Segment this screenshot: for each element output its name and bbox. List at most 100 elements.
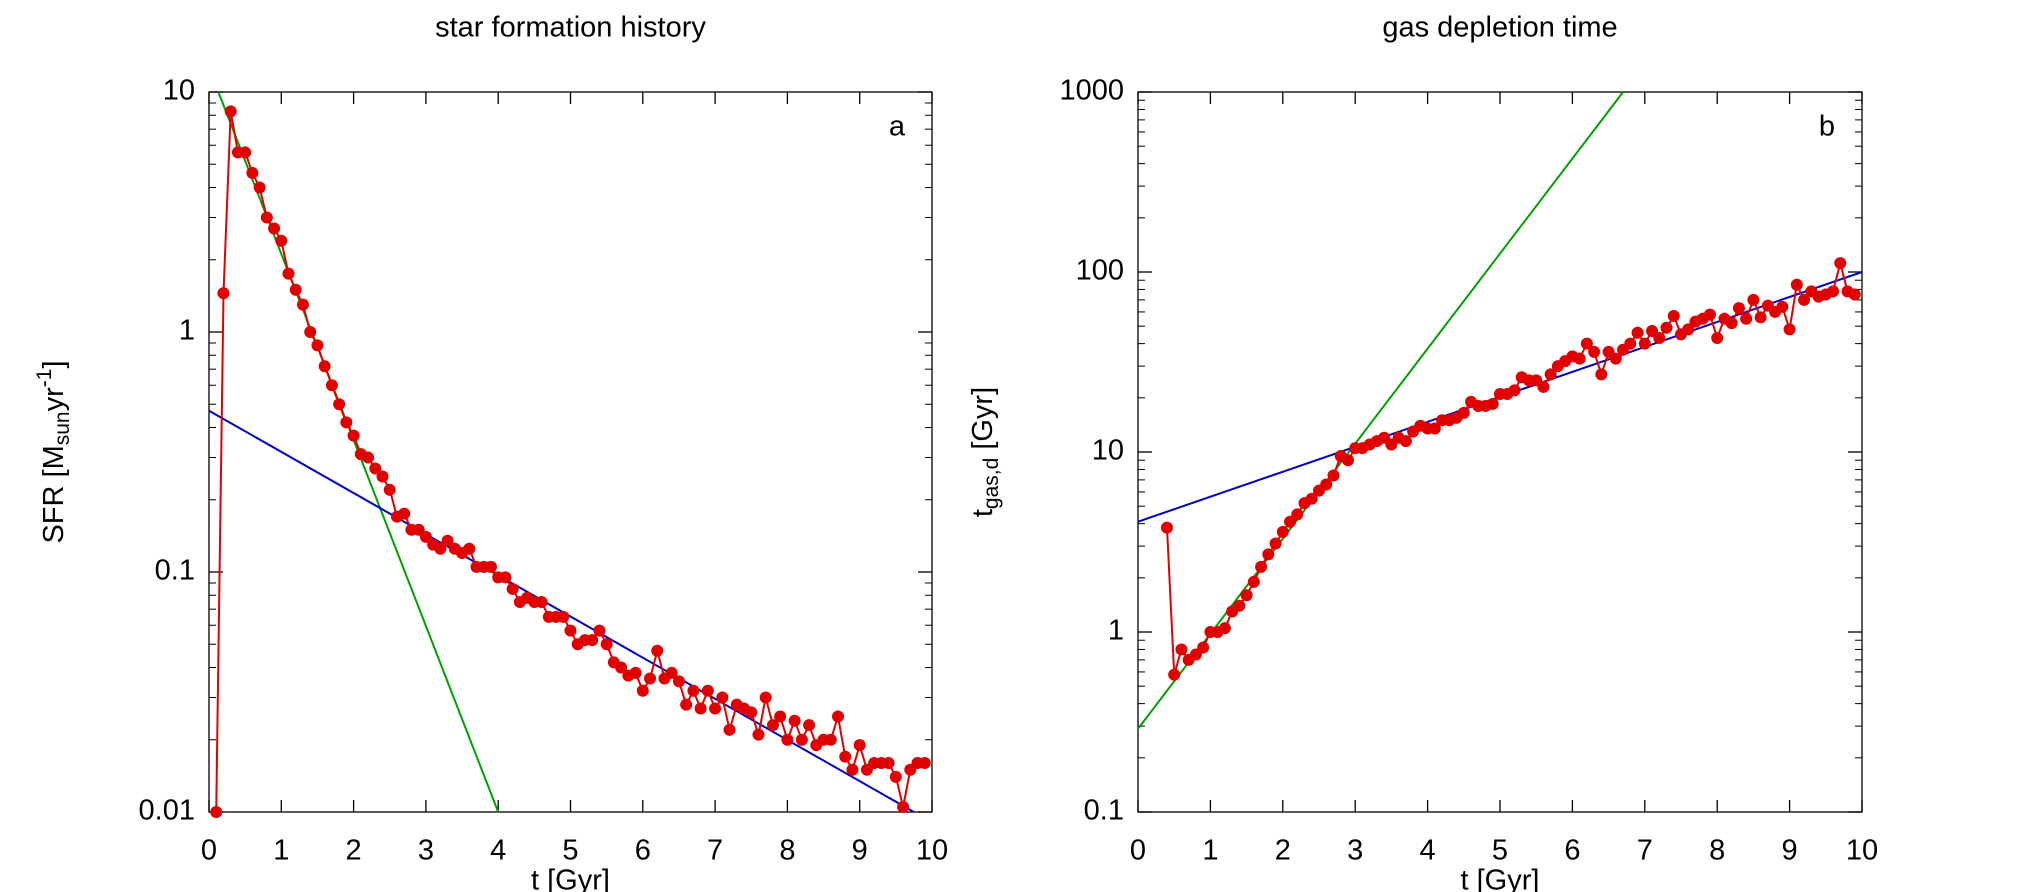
data-point <box>347 429 360 442</box>
data-point <box>1284 515 1297 528</box>
data-point <box>268 222 281 235</box>
chart-title: star formation history <box>435 12 706 44</box>
data-point <box>1291 508 1304 521</box>
x-tick-label: 2 <box>1275 835 1291 867</box>
data-point <box>709 702 722 715</box>
data-point <box>1834 257 1847 270</box>
y-tick-label: 0.1 <box>1084 795 1124 827</box>
data-point <box>1197 641 1210 654</box>
data-point <box>419 530 432 543</box>
data-point <box>376 470 389 483</box>
y-tick-label: 0.01 <box>139 795 195 827</box>
x-tick-label: 10 <box>916 835 948 867</box>
data-point <box>1457 406 1470 419</box>
y-axis-label-part: SFR [M <box>38 445 70 543</box>
y-axis-label-part: gas,d <box>980 458 1003 509</box>
data-point <box>672 675 685 688</box>
y-tick-label: 1000 <box>1059 75 1124 107</box>
x-tick-label: 9 <box>1782 835 1798 867</box>
data-point <box>239 146 252 159</box>
data-point <box>210 806 223 818</box>
data-point <box>1798 293 1811 306</box>
panel-label: a <box>889 111 906 143</box>
data-point <box>1624 337 1637 350</box>
x-axis-label: t [Gyr] <box>531 865 610 892</box>
data-point <box>1255 560 1268 573</box>
data-point <box>441 534 454 547</box>
data-point <box>318 360 331 373</box>
y-axis-label-part: -1 <box>33 369 56 388</box>
data-point <box>629 666 642 679</box>
data-point <box>701 684 714 697</box>
data-point <box>1783 323 1796 336</box>
data-point <box>499 571 512 584</box>
x-tick-label: 9 <box>852 835 868 867</box>
data-point <box>1247 575 1260 588</box>
x-tick-label: 7 <box>1637 835 1653 867</box>
data-point <box>1754 311 1767 324</box>
x-tick-label: 8 <box>779 835 795 867</box>
data-point <box>1667 309 1680 322</box>
data-point <box>1269 537 1282 550</box>
data-point <box>340 416 353 429</box>
data-point <box>716 691 729 704</box>
data-point <box>1725 317 1738 330</box>
data-point <box>1732 302 1745 315</box>
x-tick-label: 6 <box>635 835 651 867</box>
data-point <box>296 298 309 311</box>
data-point <box>853 739 866 752</box>
x-tick-label: 0 <box>201 835 217 867</box>
x-tick-label: 10 <box>1846 835 1878 867</box>
data-point <box>803 719 816 732</box>
data-point <box>1682 323 1695 336</box>
data-point <box>275 234 288 247</box>
data-point <box>1653 331 1666 344</box>
data-point <box>832 710 845 723</box>
y-tick-label: 10 <box>1092 435 1124 467</box>
x-tick-label: 4 <box>490 835 506 867</box>
data-point <box>759 691 772 704</box>
data-point <box>463 542 476 555</box>
data-point <box>593 624 606 637</box>
data-point <box>1711 331 1724 344</box>
data-point <box>1175 643 1188 656</box>
data-point <box>1305 492 1318 505</box>
y-tick-label: 1 <box>1108 615 1124 647</box>
x-axis-label: t [Gyr] <box>1461 865 1540 892</box>
x-tick-label: 4 <box>1420 835 1436 867</box>
data-point <box>1341 454 1354 467</box>
data-point <box>651 644 664 657</box>
data-point <box>1399 435 1412 448</box>
x-tick-label: 6 <box>1564 835 1580 867</box>
data-point <box>882 757 895 770</box>
data-point <box>795 733 808 746</box>
data-point <box>362 451 375 464</box>
data-point <box>723 723 736 736</box>
data-point <box>752 728 765 741</box>
data-point <box>766 719 779 732</box>
y-axis-label: SFR [Msunyr-1] <box>33 360 74 543</box>
data-point <box>600 638 613 651</box>
data-point <box>325 379 338 392</box>
data-point <box>224 105 237 118</box>
data-point <box>1703 308 1716 321</box>
y-tick-label: 0.1 <box>155 555 195 587</box>
data-point <box>1747 293 1760 306</box>
data-point <box>1595 368 1608 381</box>
data-point <box>1320 478 1333 491</box>
data-point <box>918 757 931 770</box>
data-point <box>774 710 787 723</box>
data-point <box>1776 300 1789 313</box>
data-point <box>1544 368 1557 381</box>
data-point <box>1848 288 1861 301</box>
data-point <box>897 800 910 813</box>
data-point <box>557 610 570 623</box>
data-point <box>1508 384 1521 397</box>
data-point <box>1580 337 1593 350</box>
x-tick-label: 7 <box>707 835 723 867</box>
x-tick-label: 5 <box>1492 835 1508 867</box>
data-point <box>1486 397 1499 410</box>
x-tick-label: 3 <box>418 835 434 867</box>
data-point <box>260 211 273 224</box>
